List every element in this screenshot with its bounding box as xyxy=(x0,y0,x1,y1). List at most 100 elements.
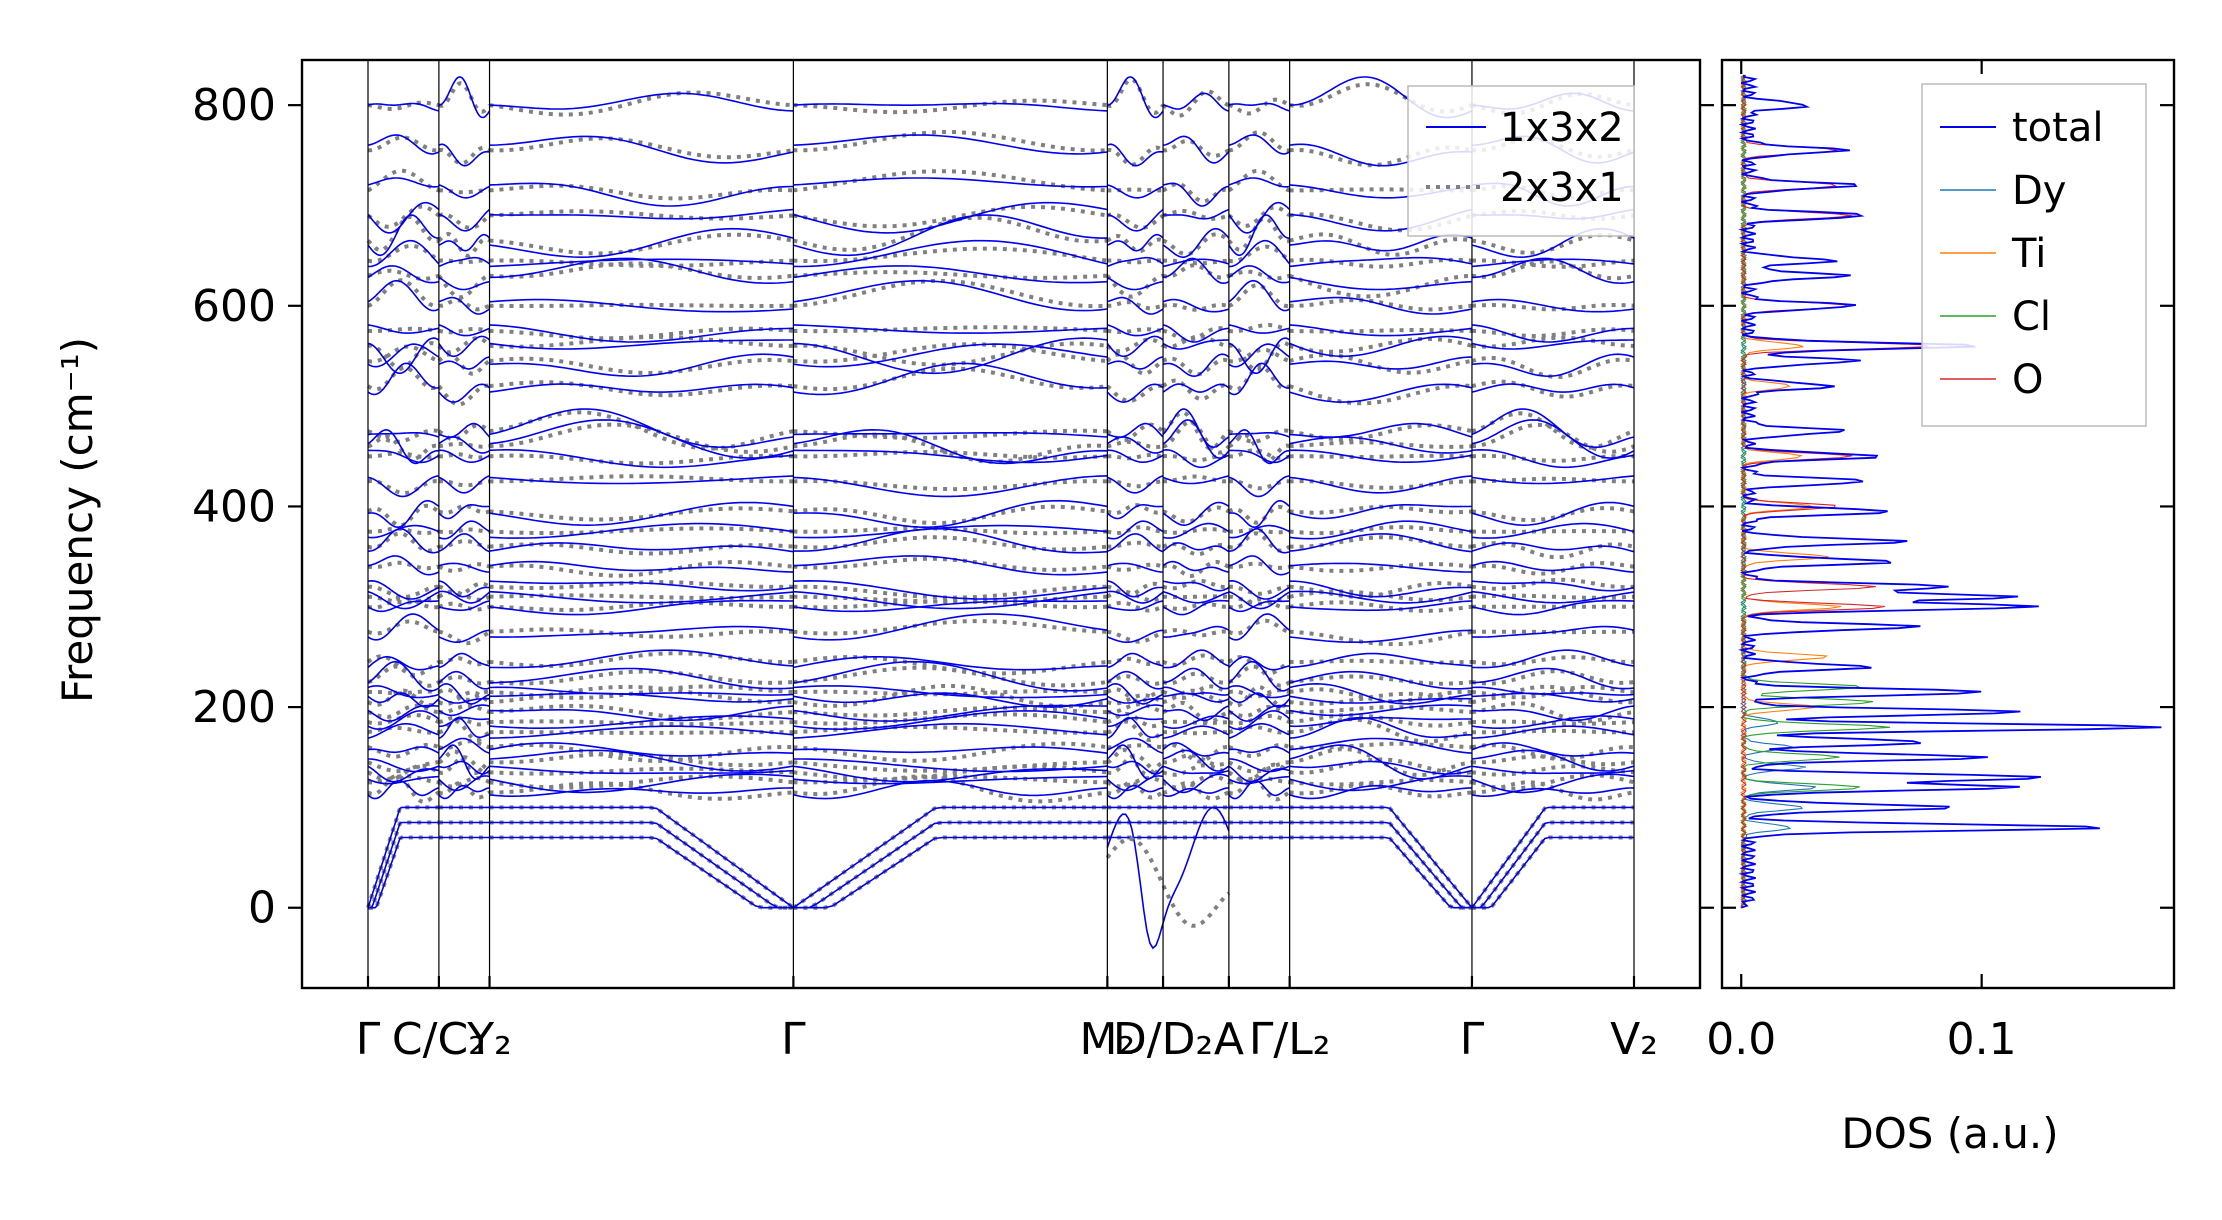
band-line-2x3x1 xyxy=(367,265,440,284)
band-line-2x3x1 xyxy=(489,749,794,772)
band-line-1x3x2 xyxy=(489,703,794,721)
band-line-2x3x1 xyxy=(1162,419,1230,459)
band-line-1x3x2 xyxy=(1163,719,1230,725)
band-line-1x3x2 xyxy=(1162,209,1230,221)
band-line-2x3x1 xyxy=(438,504,490,520)
band-line-2x3x1 xyxy=(1228,600,1290,613)
band-line-1x3x2 xyxy=(1289,145,1473,168)
band-line-2x3x1 xyxy=(1162,542,1230,553)
band-line-1x3x2 xyxy=(793,599,1108,610)
band-line-2x3x1 xyxy=(1162,692,1230,703)
band-line-1x3x2 xyxy=(1162,742,1230,764)
band-x-tick-label: Γ/L₂ xyxy=(1249,1014,1331,1065)
band-line-2x3x1 xyxy=(438,775,490,792)
band-line-2x3x1 xyxy=(438,520,490,540)
band-line-2x3x1 xyxy=(1289,775,1473,792)
band-line-2x3x1 xyxy=(489,339,794,350)
band-line-2x3x1 xyxy=(1471,522,1635,539)
band-line-2x3x1 xyxy=(1471,580,1635,592)
band-line-1x3x2 xyxy=(1471,655,1635,667)
band-y-tick-label: 600 xyxy=(192,281,276,332)
band-line-2x3x1 xyxy=(793,201,1108,234)
band-line-2x3x1 xyxy=(1228,692,1291,708)
band-x-tick-label: V₂ xyxy=(1610,1014,1658,1065)
band-line-1x3x2 xyxy=(1472,476,1634,484)
band-line-2x3x1 xyxy=(1471,787,1635,798)
band-line-2x3x1 xyxy=(489,649,794,669)
band-line-2x3x1 xyxy=(438,422,491,438)
band-line-1x3x2 xyxy=(1228,347,1291,364)
band-line-2x3x1 xyxy=(793,362,1108,396)
band-line-1x3x2 xyxy=(1471,561,1635,576)
band-line-1x3x2 xyxy=(1289,691,1473,706)
band-line-2x3x1 xyxy=(1289,806,1473,909)
band-line-1x3x2 xyxy=(489,232,794,256)
band-line-2x3x1 xyxy=(1162,408,1230,449)
band-line-2x3x1 xyxy=(1162,705,1230,722)
band-line-1x3x2 xyxy=(438,258,490,265)
band-line-2x3x1 xyxy=(367,685,440,699)
band-line-2x3x1 xyxy=(793,613,1108,641)
band-plot-frame xyxy=(300,58,1702,990)
legend-label-1x3x2: 1x3x2 xyxy=(1500,105,1624,151)
band-line-2x3x1 xyxy=(438,324,490,337)
band-line-1x3x2 xyxy=(1162,453,1230,463)
band-line-2x3x1 xyxy=(793,428,1108,465)
band-line-2x3x1 xyxy=(793,660,1108,692)
band-line-1x3x2 xyxy=(1162,628,1230,638)
band-line-1x3x2 xyxy=(368,135,440,153)
band-line-2x3x1 xyxy=(489,599,794,616)
band-line-2x3x1 xyxy=(367,362,439,396)
band-line-1x3x2 xyxy=(437,352,491,376)
band-line-1x3x2 xyxy=(367,434,440,461)
band-line-1x3x2 xyxy=(368,326,440,333)
band-line-2x3x1 xyxy=(489,686,794,696)
band-legend: 1x3x2 2x3x1 xyxy=(1407,85,1635,237)
band-line-2x3x1 xyxy=(1162,208,1230,220)
band-line-2x3x1 xyxy=(1289,383,1473,403)
band-line-2x3x1 xyxy=(438,184,490,199)
band-line-2x3x1 xyxy=(367,428,439,465)
band-line-1x3x2 xyxy=(1289,705,1473,715)
band-line-2x3x1 xyxy=(1162,560,1230,573)
band-line-1x3x2 xyxy=(793,98,1108,115)
band-line-1x3x2 xyxy=(1289,453,1473,459)
band-line-2x3x1 xyxy=(1289,436,1473,454)
band-line-2x3x1 xyxy=(793,836,1108,909)
band-line-1x3x2 xyxy=(366,204,441,229)
band-line-2x3x1 xyxy=(793,821,1108,909)
band-line-1x3x2 xyxy=(489,356,794,376)
band-line-2x3x1 xyxy=(1106,520,1164,540)
band-line-1x3x2 xyxy=(1471,701,1635,724)
band-line-2x3x1 xyxy=(367,590,440,610)
band-line-2x3x1 xyxy=(1471,542,1635,553)
band-line-1x3x2 xyxy=(1289,835,1472,910)
band-line-1x3x2 xyxy=(1228,322,1291,334)
dos-legend-label-ti: Ti xyxy=(2011,231,2046,277)
band-line-2x3x1 xyxy=(1107,562,1164,573)
band-line-2x3x1 xyxy=(1289,335,1473,358)
band-line-2x3x1 xyxy=(438,670,490,690)
band-x-tick-label: M₂ xyxy=(1080,1014,1136,1065)
band-line-2x3x1 xyxy=(367,324,440,334)
band-line-2x3x1 xyxy=(1162,667,1230,690)
band-line-1x3x2 xyxy=(1227,168,1291,193)
band-line-2x3x1 xyxy=(438,233,491,252)
band-line-2x3x1 xyxy=(1107,256,1164,268)
band-line-2x3x1 xyxy=(367,239,440,268)
band-line-2x3x1 xyxy=(1471,599,1635,616)
band-line-1x3x2 xyxy=(1105,273,1164,299)
band-line-1x3x2 xyxy=(793,712,1108,726)
band-line-2x3x1 xyxy=(438,652,490,669)
band-line-1x3x2 xyxy=(793,130,1108,153)
band-y-axis-label: Frequency (cm⁻¹) xyxy=(53,337,102,703)
dos-plot-frame xyxy=(1720,58,2176,990)
band-line-2x3x1 xyxy=(489,522,794,539)
band-line-1x3x2 xyxy=(367,560,440,571)
band-line-1x3x2 xyxy=(489,261,794,281)
band-line-1x3x2 xyxy=(438,674,491,686)
band-line-2x3x1 xyxy=(438,590,491,604)
band-line-1x3x2 xyxy=(1228,778,1291,802)
band-line-2x3x1 xyxy=(1228,758,1290,773)
